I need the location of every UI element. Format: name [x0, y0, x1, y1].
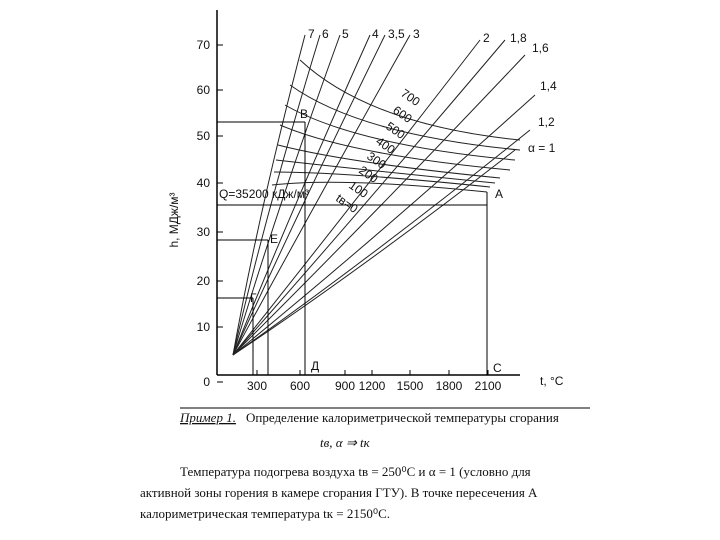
isotherm — [279, 124, 511, 171]
alpha-line — [232, 34, 411, 356]
point-label: A — [495, 187, 503, 201]
isotherm — [275, 159, 496, 184]
alpha-label: 1,2 — [538, 115, 555, 129]
y-tick-label: 70 — [197, 38, 211, 52]
example-label: Пример 1. — [179, 410, 236, 425]
alpha-label: 6 — [322, 27, 329, 41]
point-label: B — [300, 107, 308, 121]
y-tick-label: 40 — [197, 176, 211, 190]
x-tick-label: 900 — [335, 379, 355, 393]
x-tick-label: 1500 — [397, 379, 424, 393]
caption-line: активной зоны горения в камере сгорания … — [140, 485, 538, 500]
y-tick-label: 30 — [197, 225, 211, 239]
x-axis-title: t, °C — [540, 374, 564, 388]
alpha-line — [232, 34, 371, 356]
isotherm — [299, 59, 521, 141]
alpha-line — [232, 34, 341, 356]
y-tick-label: 60 — [197, 83, 211, 97]
alpha-label: 5 — [342, 27, 349, 41]
caption-line: Температура подогрева воздуха tв = 250⁰С… — [180, 464, 531, 479]
isotherm — [289, 84, 521, 151]
alpha-label: 4 — [372, 27, 379, 41]
alpha-label: 2 — [483, 31, 490, 45]
y-tick-label: 0 — [203, 375, 210, 389]
alpha-line — [232, 94, 536, 356]
alpha-line — [232, 54, 526, 356]
x-tick-label: 300 — [247, 379, 267, 393]
alpha-label: 7 — [308, 27, 315, 41]
point-label: Д — [311, 359, 319, 373]
x-tick-label: 2100 — [475, 379, 502, 393]
y-tick-label: 50 — [197, 129, 211, 143]
isotherm — [277, 144, 501, 179]
alpha-label: 3 — [413, 27, 420, 41]
isotherm — [273, 171, 491, 188]
point-label: C — [493, 361, 502, 375]
alpha-label: 3,5 — [388, 27, 405, 41]
alpha-line — [232, 129, 531, 356]
isotherm — [284, 104, 516, 161]
alpha-label: 1,6 — [532, 41, 549, 55]
alpha-line — [232, 34, 306, 356]
y-axis-title: h, МДж/м³ — [167, 192, 181, 247]
x-tick-label: 600 — [290, 379, 310, 393]
point-label: E — [270, 232, 278, 246]
y-tick-label: 20 — [197, 274, 211, 288]
point-label: Г — [250, 291, 257, 305]
alpha-label: 1,8 — [510, 31, 527, 45]
q-label: Q=35200 кДж/м³ — [219, 187, 309, 201]
y-tick-label: 10 — [197, 320, 211, 334]
x-tick-label: 1800 — [436, 379, 463, 393]
caption-title: Определение калориметрической температур… — [246, 410, 559, 425]
alpha-label: 1,4 — [540, 79, 557, 93]
alpha-line — [232, 34, 386, 356]
caption-line: калориметрическая температура tк = 2150⁰… — [140, 506, 390, 521]
alpha-line — [232, 34, 321, 356]
isotherm — [271, 181, 488, 193]
x-tick-label: 1200 — [359, 379, 386, 393]
alpha-label: α = 1 — [528, 141, 556, 155]
formula: tв, α ⇒ tк — [320, 435, 371, 450]
